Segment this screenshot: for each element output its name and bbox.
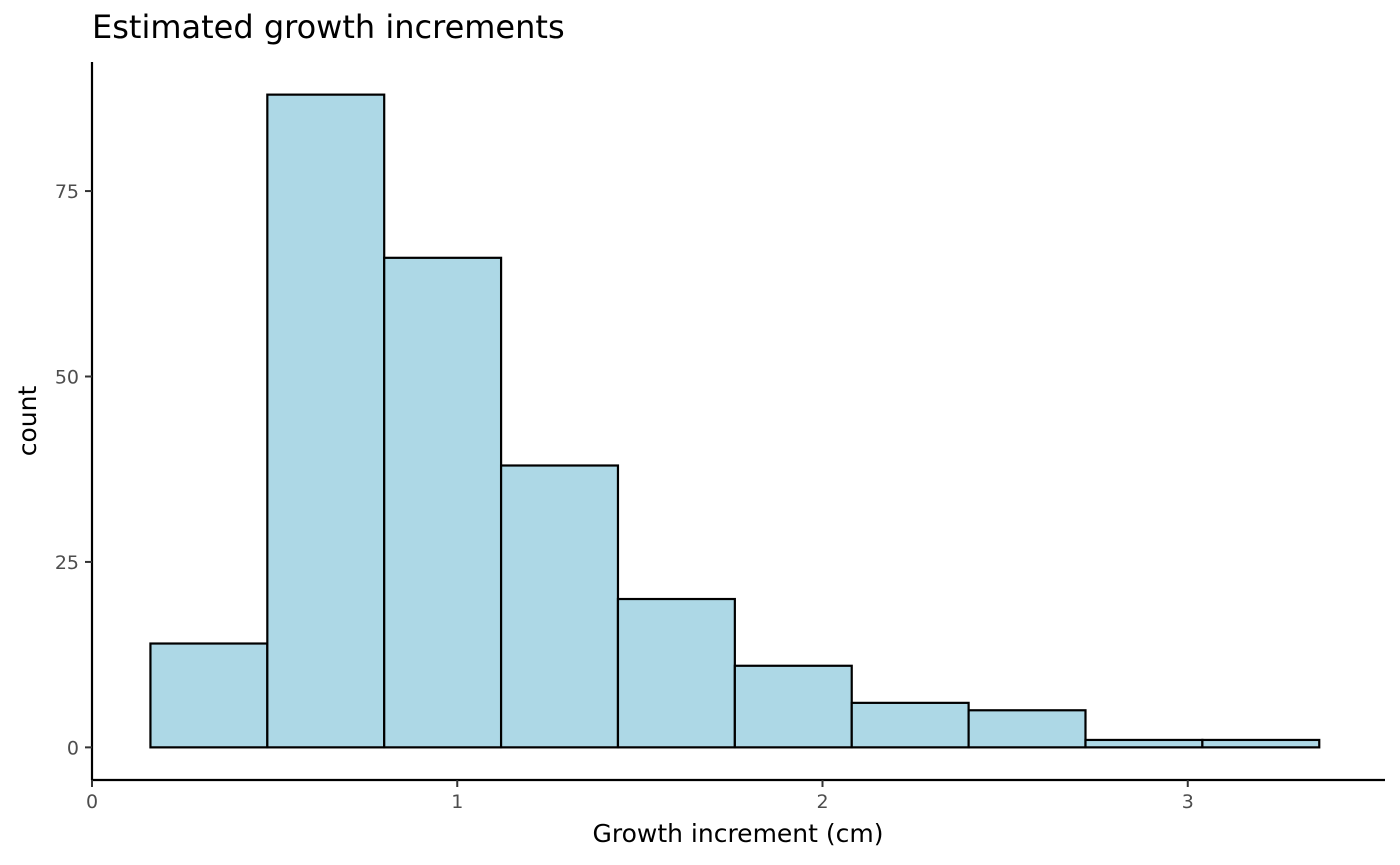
histogram-bar	[967, 709, 1087, 749]
x-tick-label: 2	[816, 791, 828, 813]
x-tick-label: 3	[1182, 791, 1194, 813]
histogram-bar	[266, 93, 386, 749]
histogram-bar	[616, 597, 736, 749]
histogram-bar	[1084, 738, 1204, 749]
y-tick-label: 50	[55, 366, 79, 388]
histogram-bar	[383, 256, 503, 749]
chart-title: Estimated growth increments	[92, 8, 565, 46]
histogram-bar	[1201, 738, 1321, 749]
y-tick-label: 25	[55, 552, 79, 574]
y-tick-label: 0	[67, 737, 79, 759]
x-axis-title: Growth increment (cm)	[592, 819, 883, 848]
x-tick-label: 1	[451, 791, 463, 813]
x-axis-ticks: 0 1 2 3	[86, 780, 1194, 813]
y-axis-ticks: 0 25 50 75	[55, 181, 92, 759]
histogram-bar	[149, 642, 269, 749]
histogram-bar	[850, 701, 970, 749]
y-tick-label: 75	[55, 181, 79, 203]
histogram-bar	[733, 664, 853, 749]
histogram-bar	[499, 464, 620, 749]
x-tick-label: 0	[86, 791, 98, 813]
bars-group	[149, 93, 1321, 749]
y-axis-title: count	[13, 386, 42, 457]
